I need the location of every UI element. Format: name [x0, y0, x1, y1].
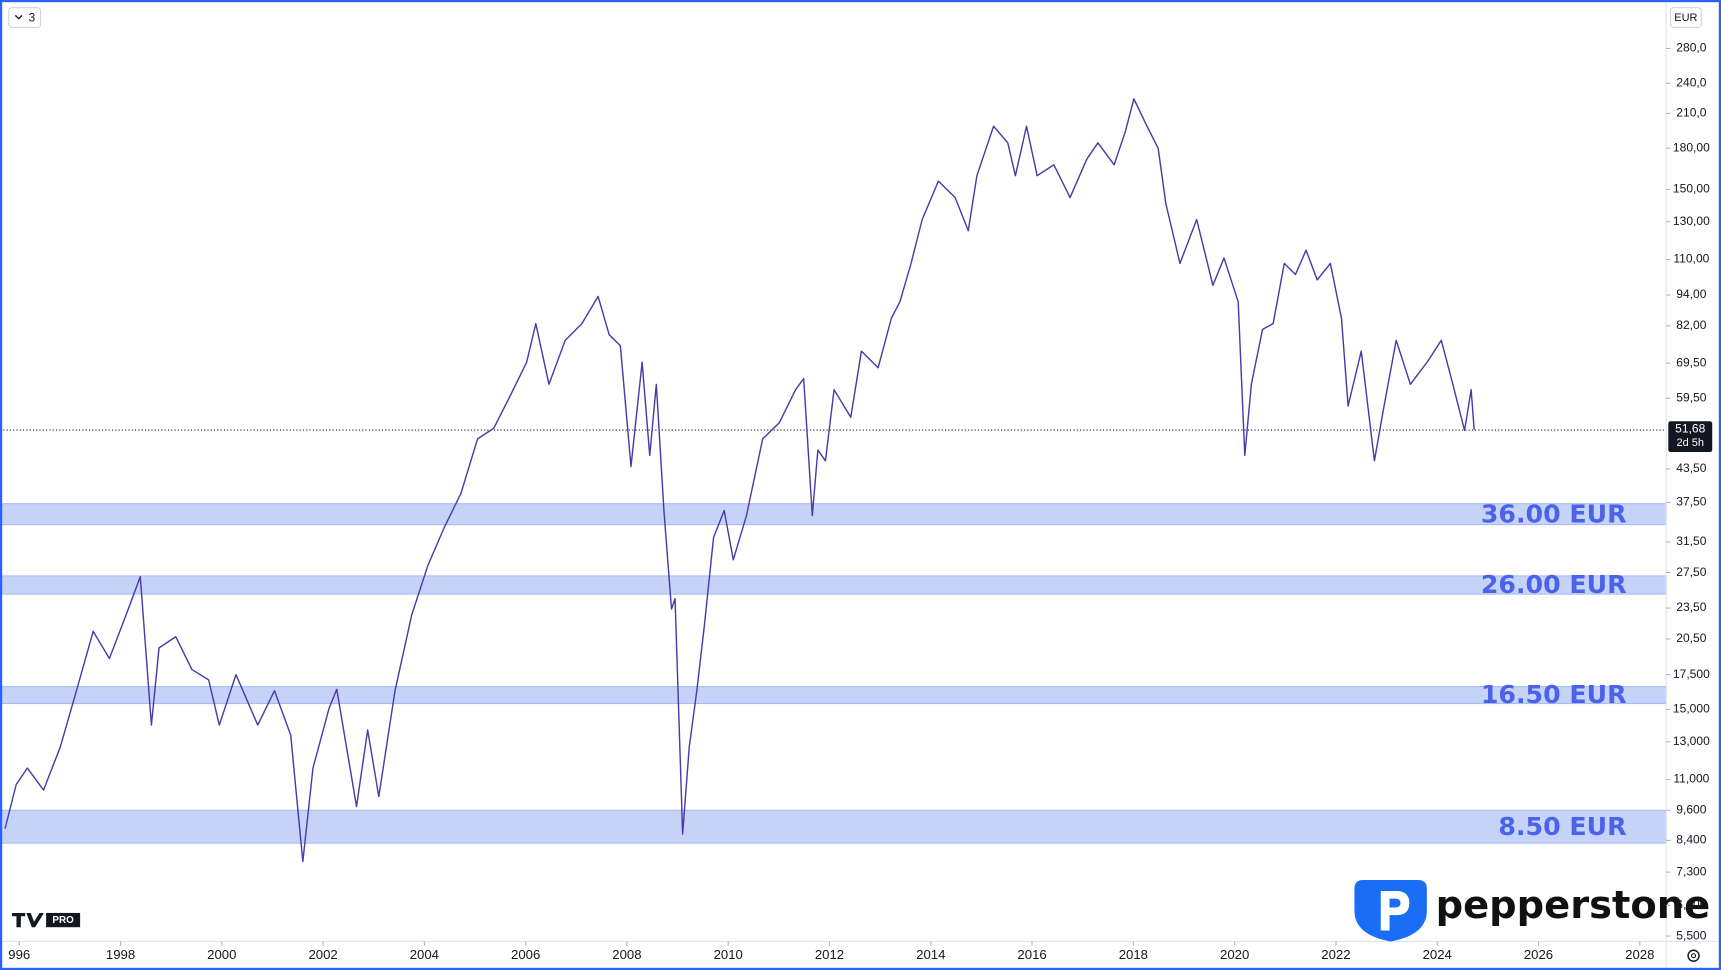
plot-area: 36.00 EUR 26.00 EUR 16.50 EUR 8.50 EUR [0, 98, 1667, 863]
pro-box [46, 912, 81, 928]
currency-box[interactable] [1669, 7, 1702, 28]
y-tick-label: 7,300 [1676, 864, 1706, 878]
currency-button[interactable]: EUR [1669, 7, 1702, 28]
y-tick-label: 31,50 [1676, 534, 1706, 548]
support-zone [0, 503, 1667, 526]
x-tick-label: 2000 [207, 947, 236, 962]
y-tick-label: 8,400 [1676, 833, 1706, 847]
y-tick-label: 20,50 [1676, 631, 1706, 645]
x-tick-label: 2002 [308, 947, 337, 962]
broker-name: pepperstone [1436, 883, 1711, 928]
badge-text[interactable]: 3 [28, 10, 35, 24]
countdown-label: 2d 5h [1677, 437, 1704, 449]
y-tick-label: 59,50 [1676, 390, 1706, 404]
y-tick-label: 130,00 [1673, 214, 1710, 228]
y-tick-label: 13,000 [1673, 734, 1710, 748]
gear[interactable] [1687, 949, 1700, 962]
y-tick-label: 180,00 [1673, 140, 1710, 154]
x-tick-label: 2022 [1321, 947, 1350, 962]
last-price-label: 51,68 [1675, 422, 1705, 436]
last-price-box [1668, 421, 1713, 453]
x-tick-label: 2018 [1119, 947, 1148, 962]
y-tick-label: 5,500 [1676, 928, 1706, 942]
zone-label: 26.00 EUR [1481, 570, 1627, 599]
support-zone [0, 809, 1667, 844]
x-tick-label: 2016 [1017, 947, 1046, 962]
support-zone [0, 686, 1667, 705]
y-tick-label: 94,00 [1676, 287, 1706, 301]
x-tick-label: 1998 [106, 947, 135, 962]
y-tick-label: 150,00 [1673, 182, 1710, 196]
currency-text[interactable]: EUR [1674, 12, 1697, 24]
zone-label: 16.50 EUR [1481, 680, 1627, 709]
y-tick-label: 110,00 [1673, 252, 1709, 266]
pepperstone-logo: pepperstone [1354, 880, 1711, 942]
x-tick-label: 996 [8, 947, 30, 962]
chevron[interactable] [14, 14, 23, 20]
pro-text: PRO [52, 915, 74, 926]
x-tick-label: 2012 [815, 947, 844, 962]
x-tick-label: 2026 [1524, 947, 1553, 962]
x-tick-label: 2024 [1423, 947, 1452, 962]
x-tick-label: 2004 [410, 947, 439, 962]
y-tick-label: 43,50 [1676, 461, 1706, 475]
x-tick-label: 2010 [714, 947, 743, 962]
support-zone [0, 575, 1667, 595]
gear-hub[interactable] [1691, 953, 1697, 959]
x-tick-label: 2006 [511, 947, 540, 962]
y-tick-label: 240,0 [1676, 75, 1706, 89]
zone-label: 8.50 EUR [1498, 812, 1626, 841]
tv-mark [12, 912, 44, 928]
interval-badge[interactable]: 3 [8, 7, 42, 28]
x-tick-label: 2014 [916, 947, 945, 962]
x-tick-label: 2020 [1220, 947, 1249, 962]
zone-label: 36.00 EUR [1481, 499, 1627, 528]
y-tick-label: 9,600 [1676, 802, 1706, 816]
price-line [4, 98, 1475, 863]
logo-p [1380, 890, 1410, 931]
y-tick-label: 11,000 [1673, 772, 1709, 786]
y-tick-label: 37,50 [1676, 495, 1706, 509]
settings-icon[interactable] [1687, 949, 1700, 962]
y-tick-label: 15,000 [1673, 702, 1710, 716]
y-tick-label: 23,50 [1676, 600, 1706, 614]
tv-logo: PRO [12, 912, 81, 928]
y-tick-label: 6,300 [1676, 898, 1706, 912]
y-tick-label: 27,50 [1676, 565, 1706, 579]
x-tick-label: 2028 [1625, 947, 1654, 962]
y-tick-label: 82,00 [1676, 318, 1706, 332]
y-tick-label: 17,500 [1673, 667, 1710, 681]
badge-box[interactable] [8, 7, 42, 28]
y-tick-label: 69,50 [1676, 355, 1706, 369]
x-tick-label: 2008 [612, 947, 641, 962]
y-tick-label: 210,0 [1676, 106, 1706, 120]
y-tick-label: 280,0 [1676, 41, 1706, 55]
